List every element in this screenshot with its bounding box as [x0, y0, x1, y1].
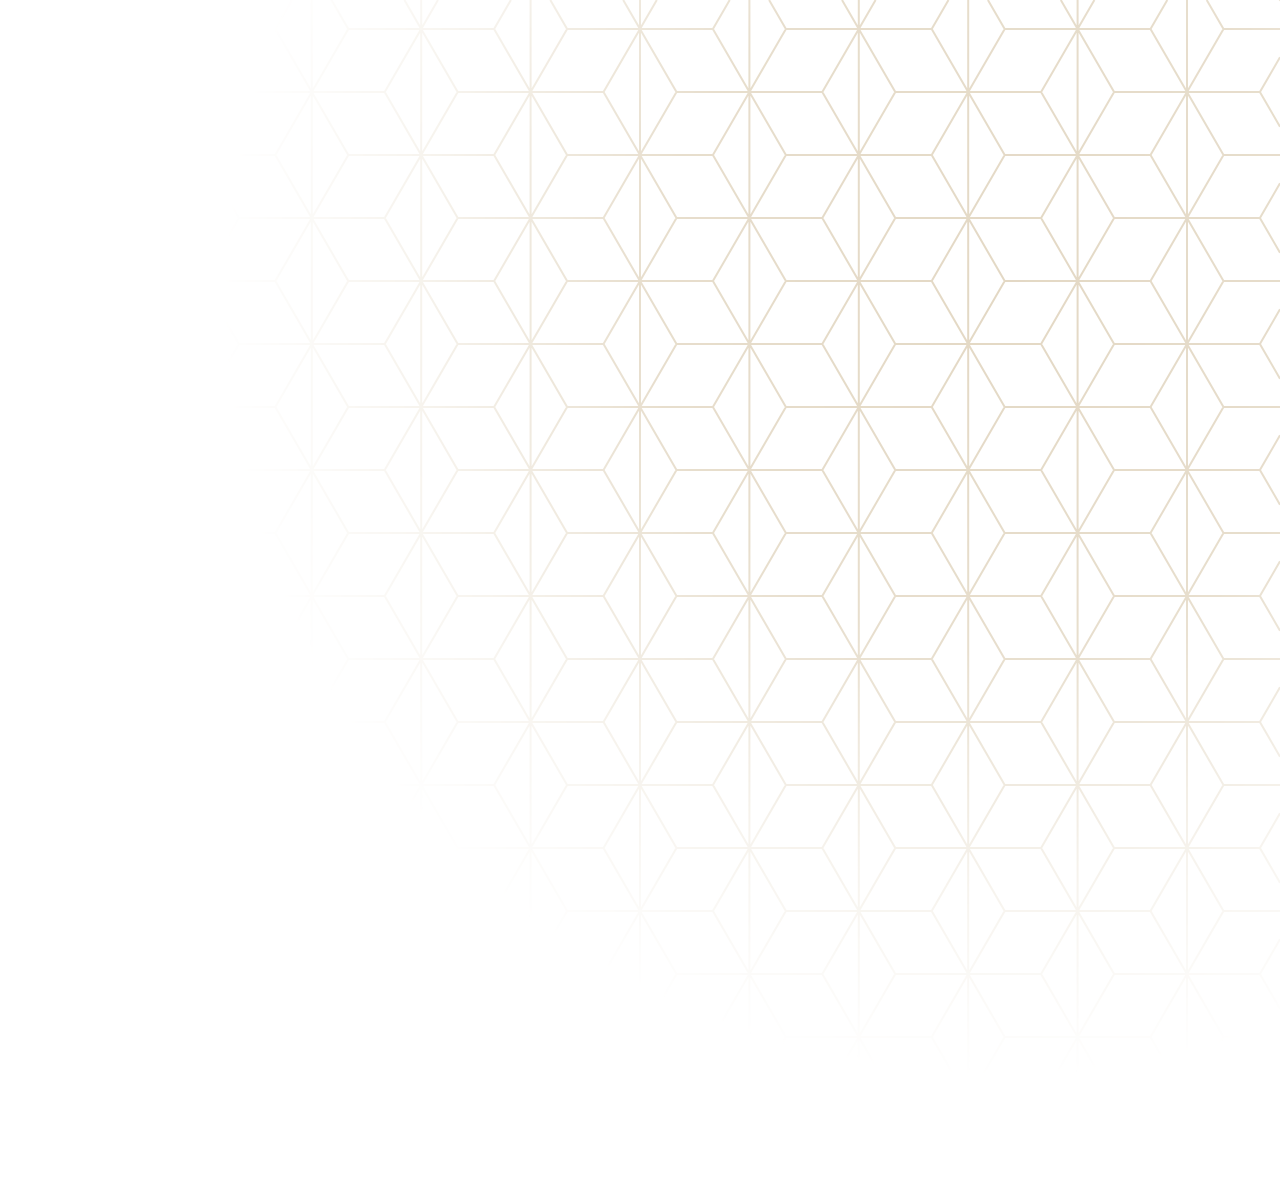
- lattice-path: [0, 0, 1280, 1180]
- pattern-lines: [0, 0, 1280, 1180]
- decorative-geometric-background: [0, 0, 1280, 1180]
